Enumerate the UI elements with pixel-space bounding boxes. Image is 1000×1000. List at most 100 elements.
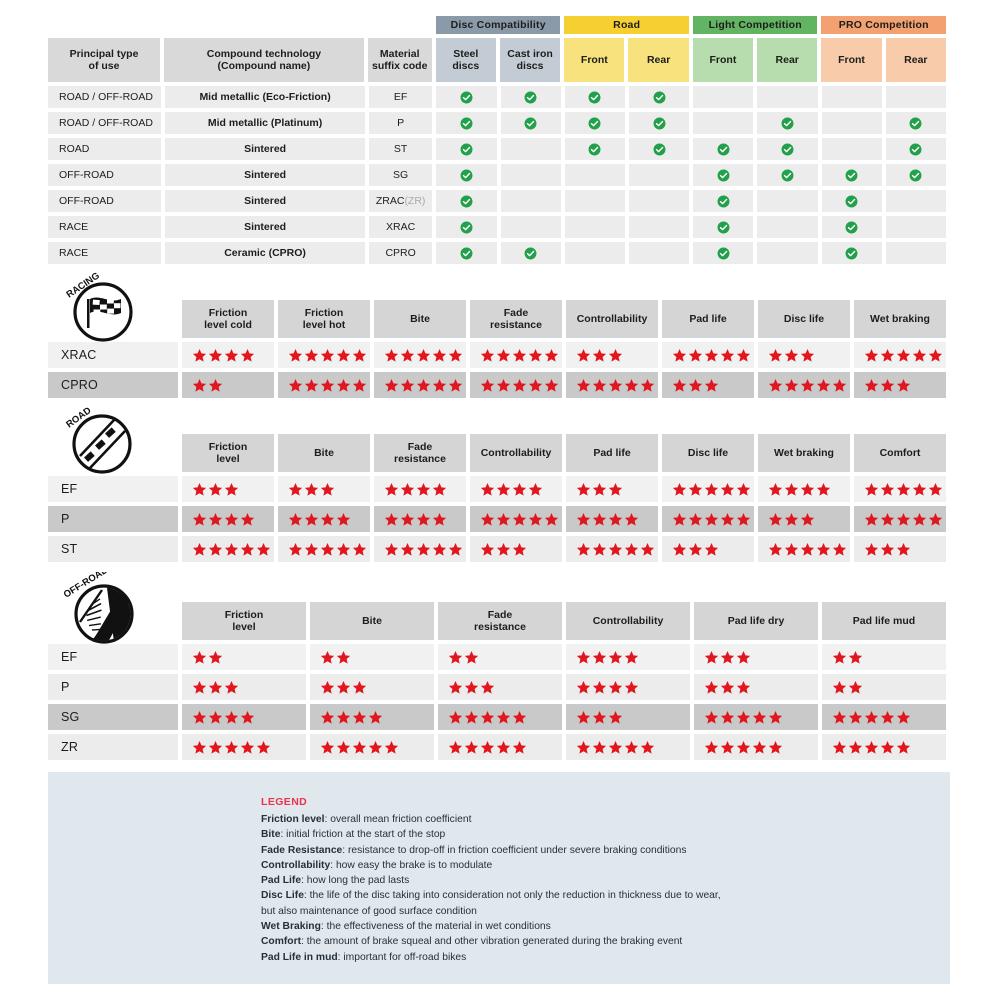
legend-title: LEGEND xyxy=(261,796,308,808)
category-band-spacer xyxy=(48,16,432,34)
compound-technology-cell: Sintered xyxy=(165,138,365,160)
table-row: RACE Sintered XRAC xyxy=(48,216,950,238)
star-icon xyxy=(768,348,784,363)
star-rating-cell xyxy=(438,674,562,700)
star-icon xyxy=(528,482,544,497)
star-icon xyxy=(832,710,848,725)
star-icon xyxy=(320,378,336,393)
star-icon xyxy=(880,378,896,393)
legend-description: : overall mean friction coefficient xyxy=(324,814,472,825)
star-icon xyxy=(448,378,464,393)
racing-column-header: Fade resistance xyxy=(470,300,562,338)
compound-technology-cell: Mid metallic (Platinum) xyxy=(165,112,365,134)
check-icon xyxy=(909,143,922,156)
compat-column-header: Front xyxy=(692,38,754,82)
check-icon xyxy=(845,195,858,208)
compatible-check-cell xyxy=(693,138,754,160)
compound-technology-cell: Mid metallic (Eco-Friction) xyxy=(165,86,365,108)
star-icon xyxy=(336,680,352,695)
star-icon xyxy=(304,482,320,497)
compat-column-header: Front xyxy=(821,38,882,82)
star-rating-cell xyxy=(566,674,690,700)
star-rating-cell xyxy=(822,734,946,760)
check-icon xyxy=(588,91,601,104)
star-icon xyxy=(496,512,512,527)
star-icon xyxy=(208,740,224,755)
star-icon xyxy=(448,650,464,665)
star-rating-cell xyxy=(854,476,946,502)
check-icon xyxy=(781,143,794,156)
star-icon xyxy=(736,650,752,665)
check-icon xyxy=(781,169,794,182)
star-icon xyxy=(512,348,528,363)
empty-cell xyxy=(885,216,946,238)
legend-term: Friction level xyxy=(261,814,325,825)
legend-entry: but also maintenance of good surface con… xyxy=(261,904,901,919)
star-icon xyxy=(352,740,368,755)
legend-entry: Fade Resistance: resistance to drop-off … xyxy=(261,843,901,858)
compat-column-header: Front xyxy=(564,38,625,82)
star-icon xyxy=(480,740,496,755)
star-icon xyxy=(624,650,640,665)
empty-cell xyxy=(629,216,690,238)
star-rating-cell xyxy=(182,476,274,502)
star-icon xyxy=(496,482,512,497)
empty-cell xyxy=(885,86,946,108)
table-row: P xyxy=(48,674,950,700)
road-column-header: Pad life xyxy=(566,434,658,472)
star-icon xyxy=(816,482,832,497)
star-rating-cell xyxy=(758,372,850,398)
compound-technology-cell: Ceramic (CPRO) xyxy=(165,242,365,264)
star-icon xyxy=(848,650,864,665)
star-rating-cell xyxy=(662,536,754,562)
star-icon xyxy=(624,378,640,393)
compatible-check-cell xyxy=(436,216,497,238)
star-icon xyxy=(688,512,704,527)
star-icon xyxy=(832,680,848,695)
star-icon xyxy=(480,348,496,363)
star-icon xyxy=(496,348,512,363)
star-icon xyxy=(576,710,592,725)
compatible-check-cell xyxy=(436,86,497,108)
table-row: EF xyxy=(48,644,950,670)
principal-type-cell: RACE xyxy=(48,216,162,238)
star-icon xyxy=(896,542,912,557)
star-icon xyxy=(448,740,464,755)
star-icon xyxy=(400,378,416,393)
racing-column-header: Friction level hot xyxy=(278,300,370,338)
compatible-check-cell xyxy=(821,216,882,238)
star-icon xyxy=(304,542,320,557)
check-icon xyxy=(717,221,730,234)
check-icon xyxy=(717,169,730,182)
table-row: ST xyxy=(48,536,950,562)
check-icon xyxy=(909,169,922,182)
star-icon xyxy=(784,512,800,527)
star-rating-cell xyxy=(694,734,818,760)
offroad-column-header: Pad life dry xyxy=(694,602,818,640)
star-rating-cell xyxy=(310,644,434,670)
star-icon xyxy=(208,512,224,527)
compatible-check-cell xyxy=(500,112,561,134)
star-icon xyxy=(768,740,784,755)
star-rating-cell xyxy=(182,644,306,670)
star-icon xyxy=(192,378,208,393)
star-icon xyxy=(192,710,208,725)
star-icon xyxy=(608,482,624,497)
star-icon xyxy=(720,680,736,695)
empty-cell xyxy=(500,164,561,186)
star-icon xyxy=(192,650,208,665)
star-icon xyxy=(528,378,544,393)
legend-description: : important for off-road bikes xyxy=(337,951,467,963)
racing-compound-label: XRAC xyxy=(48,342,178,368)
star-icon xyxy=(512,740,528,755)
star-icon xyxy=(336,740,352,755)
legend-term: Controllability xyxy=(261,859,331,871)
star-icon xyxy=(256,740,272,755)
star-rating-cell xyxy=(374,342,466,368)
table-row: SG xyxy=(48,704,950,730)
compatible-check-cell xyxy=(885,164,946,186)
star-icon xyxy=(576,378,592,393)
star-icon xyxy=(608,512,624,527)
star-icon xyxy=(432,348,448,363)
